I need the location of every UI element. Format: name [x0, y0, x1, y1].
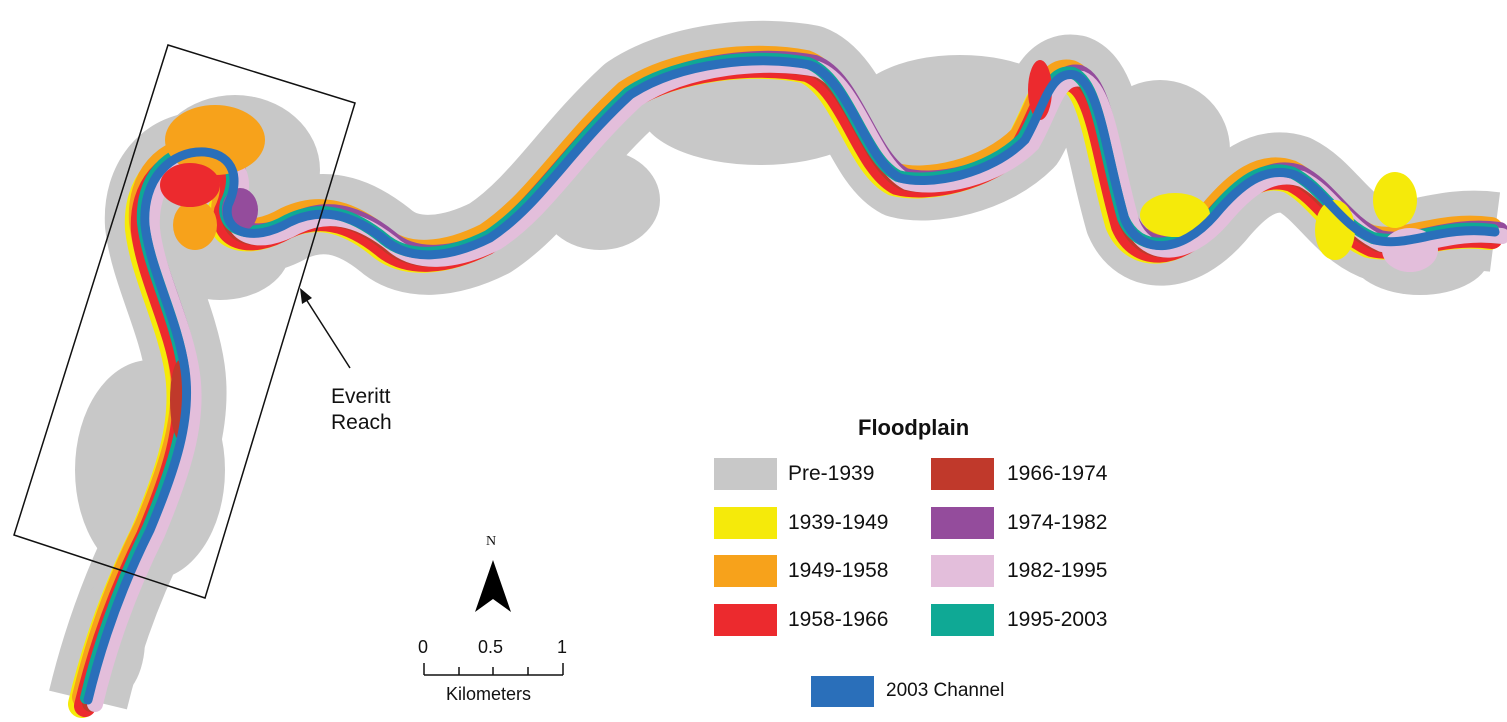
scale-bar — [423, 663, 564, 676]
north-label: N — [486, 534, 497, 549]
legend-swatch — [931, 458, 994, 490]
annotation-label: Everitt — [331, 385, 391, 408]
legend-label: 1966-1974 — [1007, 462, 1108, 485]
legend-swatch — [714, 555, 777, 587]
scale-tick-label: 0 — [418, 637, 429, 657]
scale-tick-label: 0.5 — [478, 637, 504, 657]
legend-label: 1939-1949 — [788, 511, 889, 534]
annotation-arrow — [300, 288, 351, 369]
legend-label: 1982-1995 — [1007, 559, 1108, 582]
legend-label: 1958-1966 — [788, 608, 889, 631]
legend-label: 1974-1982 — [1007, 511, 1108, 534]
legend-swatch — [931, 604, 994, 636]
legend-label-channel: 2003 Channel — [886, 680, 1005, 701]
legend-label: Pre-1939 — [788, 462, 875, 485]
legend-title: Floodplain — [858, 415, 970, 440]
legend-swatch — [931, 507, 994, 539]
pre-1939-floodplain — [75, 55, 1495, 700]
legend-swatch — [714, 458, 777, 490]
north-arrow-icon — [475, 560, 511, 612]
legend-label: 1995-2003 — [1007, 608, 1108, 631]
legend-swatch — [931, 555, 994, 587]
legend-swatch — [714, 604, 777, 636]
annotation-label: Reach — [331, 411, 392, 434]
legend-label: 1949-1958 — [788, 559, 889, 582]
everitt-reach-box — [13, 44, 356, 599]
legend-swatch-channel — [811, 676, 874, 707]
scale-unit-label: Kilometers — [446, 684, 532, 704]
scale-tick-label: 1 — [557, 637, 568, 657]
historic-floodplain-lobes — [160, 60, 1438, 440]
legend-swatch — [714, 507, 777, 539]
